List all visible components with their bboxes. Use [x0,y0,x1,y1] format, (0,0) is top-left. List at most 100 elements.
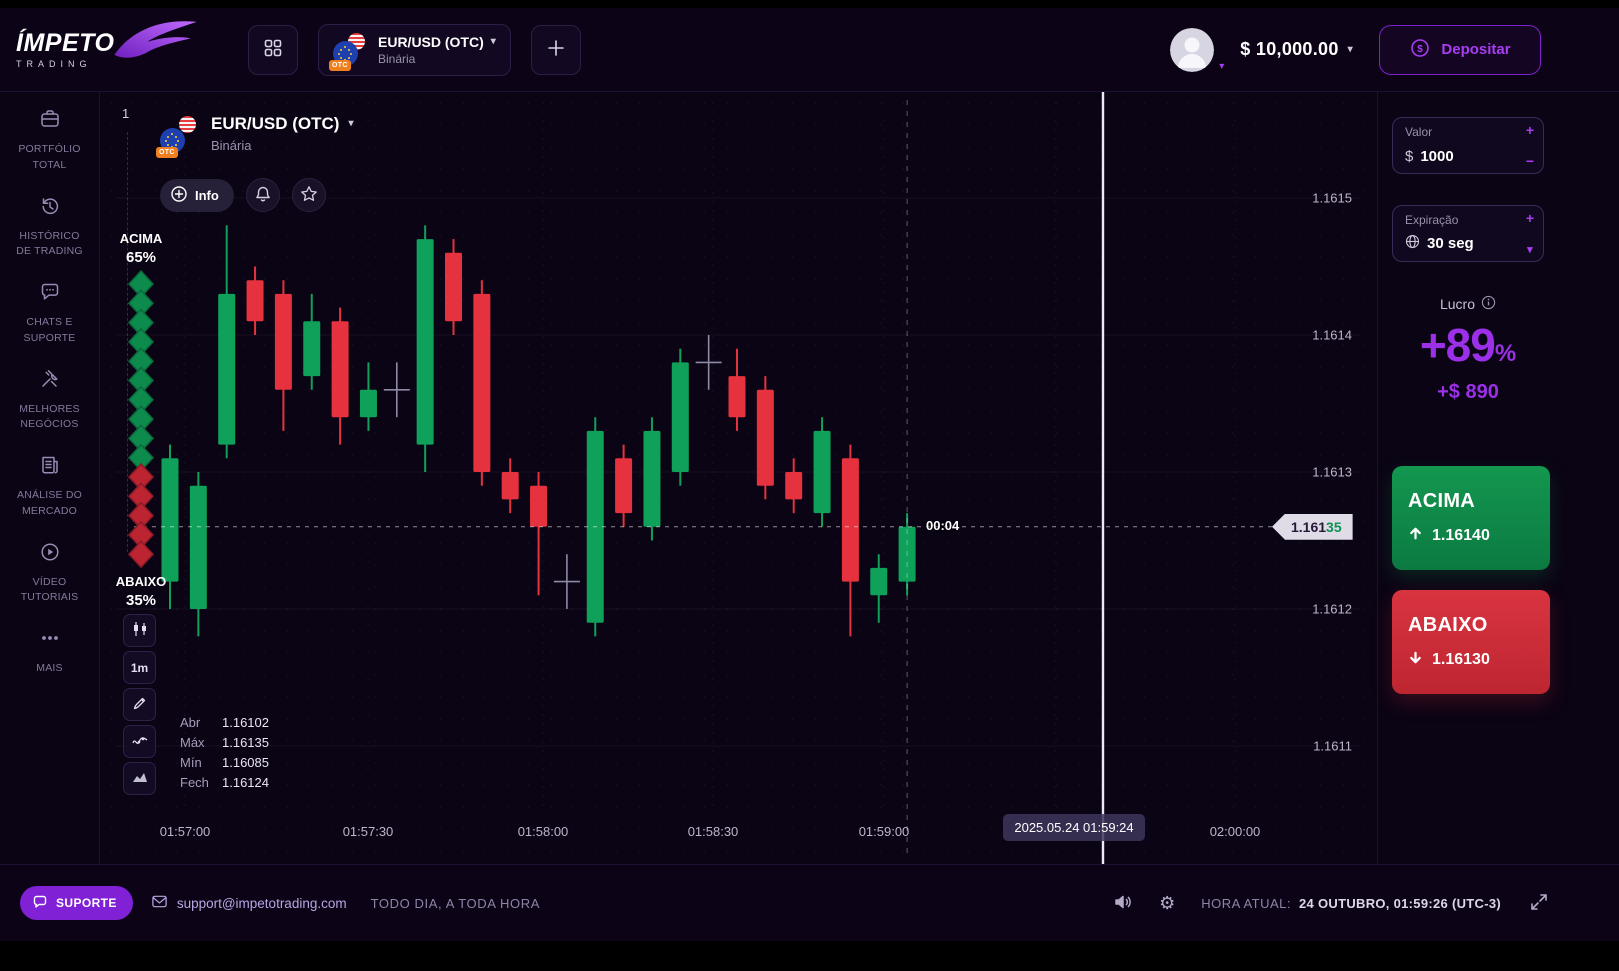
tagline: TODO DIA, A TODA HORA [370,895,540,911]
sidebar-item-more[interactable]: MAIS [0,627,99,677]
area-chart-icon [131,768,149,789]
chart-asset-selector[interactable]: OTC EUR/USD (OTC) ▾ Binária [156,114,354,158]
apps-grid-button[interactable] [248,24,298,75]
svg-text:02:00:00: 02:00:00 [1210,824,1261,839]
support-button[interactable]: SUPORTE [20,886,133,920]
timeframe-button[interactable]: 1m [123,651,156,684]
favorite-button[interactable] [291,178,326,212]
settings-button[interactable]: ⚙ [1159,893,1175,914]
chevron-down-icon: ▾ [348,118,354,129]
wing-logo-icon [114,20,198,58]
buy-down-button[interactable]: ABAIXO 1.16130 [1392,590,1550,694]
wave-icon [131,731,149,752]
chart-asset-name: EUR/USD (OTC) [211,114,340,133]
chevron-down-icon: ▾ [490,35,496,47]
app: ÍMPETO TRADING OTC [0,8,1619,941]
buy-up-button[interactable]: ACIMA 1.16140 [1392,466,1550,570]
logo-title: ÍMPETO [16,28,115,57]
countdown: 00:04 [926,517,960,533]
sidebar-item-chats[interactable]: CHATS E SUPORTE [0,281,99,347]
support-email-link[interactable]: support@impetotrading.com [151,893,347,913]
candles-icon [131,620,149,641]
sidebar-item-best-trades[interactable]: MELHORES NEGÓCIOS [0,368,99,434]
candlestick-chart[interactable]: 1.1615 1.1614 1.1613 1.1612 1.1611 01:57:00 01… [100,92,1377,864]
svg-text:1.1612: 1.1612 [1312,602,1352,617]
draw-tool-button[interactable] [123,688,156,721]
indicators-button[interactable] [123,725,156,758]
svg-text:01:58:30: 01:58:30 [688,824,739,839]
sidebar-item-label: MAIS [36,662,63,674]
deposit-button[interactable]: $ Depositar [1379,24,1541,75]
time-value: 24 OUTUBRO, 01:59:26 (UTC-3) [1299,895,1501,911]
envelope-icon [151,893,168,913]
avatar [1170,27,1215,72]
info-icon[interactable] [1481,295,1496,313]
sentiment-down-label: ABAIXO [115,574,167,589]
gear-icon: ⚙ [1159,892,1176,913]
fullscreen-icon [1529,892,1549,915]
dollar-circle-icon: $ [1409,37,1431,63]
sidebar-item-label: HISTÓRICO DE TRADING [16,229,83,258]
profit-label: Lucro [1439,296,1476,312]
briefcase-icon [39,108,61,135]
amount-increase-button[interactable]: + [1525,122,1534,138]
alerts-button[interactable] [245,178,280,212]
sentiment-indicator [127,270,155,569]
news-icon [39,454,61,481]
balance-dropdown[interactable]: $ 10,000.00 ▾ [1240,39,1353,60]
info-button[interactable]: Info [160,178,234,212]
add-asset-button[interactable] [530,24,581,75]
amount-value: 1000 [1420,148,1454,165]
chart-area: 1.1615 1.1614 1.1613 1.1612 1.1611 01:57:00 01… [100,92,1377,864]
sentiment-up-percent: 65% [125,249,157,266]
fullscreen-button[interactable] [1529,892,1549,915]
svg-text:1.1614: 1.1614 [1312,328,1352,343]
current-time: HORA ATUAL: 24 OUTUBRO, 01:59:26 (UTC-3) [1201,896,1501,911]
eurusd-flag-icon: OTC [329,32,367,71]
ohlc-readout: Abr 1.16102 Máx 1.16135 Mín 1.16085 Fech 1.1… [180,715,269,790]
svg-text:$: $ [1418,44,1424,55]
price-tag: 1.16135 [1272,513,1353,540]
expiration-box[interactable]: Expiração 30 seg + ▾ [1392,205,1544,262]
sidebar-item-portfolio[interactable]: PORTFÓLIO TOTAL [0,108,99,174]
chevron-down-icon: ▾ [1347,43,1353,55]
profit-block: Lucro +89% +$ 890 [1392,295,1544,404]
amount-decrease-button[interactable]: − [1525,153,1534,169]
plus-circle-icon [170,185,188,206]
currency-symbol: $ [1405,148,1414,165]
globe-icon [1405,234,1420,253]
header: ÍMPETO TRADING OTC [0,8,1619,92]
eurusd-flag-icon: OTC [156,116,198,158]
sidebar-item-market-analysis[interactable]: ANÁLISE DO MERCADO [0,454,99,520]
asset-selector[interactable]: OTC EUR/USD (OTC) ▾ Binária [318,23,511,76]
sidebar-item-history[interactable]: HISTÓRICO DE TRADING [0,195,99,261]
ellipsis-icon [39,627,61,654]
asset-type: Binária [378,51,416,66]
chart-type-button[interactable] [123,614,156,647]
arrow-up-icon [1408,526,1423,546]
apps-grid-icon [263,38,283,61]
sidebar-item-label: VÍDEO TUTORIAIS [20,575,79,604]
chevron-down-icon: ▾ [1219,60,1225,72]
logo-subtitle: TRADING [16,58,92,69]
svg-text:01:58:00: 01:58:00 [518,824,569,839]
account-menu[interactable]: ▾ [1170,27,1225,72]
expiration-increase-button[interactable]: + [1525,210,1534,226]
tools-icon [39,368,61,395]
profit-percent: +89 [1419,319,1496,371]
amount-box[interactable]: Valor $ 1000 + − [1392,117,1544,174]
footer: SUPORTE support@impetotrading.com TODO D… [0,864,1619,941]
plus-icon [546,38,566,61]
chat-icon [32,894,48,913]
sidebar-item-video-tutorials[interactable]: VÍDEO TUTORIAIS [0,541,99,607]
svg-text:01:57:00: 01:57:00 [160,824,211,839]
sidebar: PORTFÓLIO TOTAL HISTÓRICO DE TRADING CHATS… [0,92,100,864]
sidebar-item-label: CHATS E SUPORTE [23,316,76,344]
sidebar-item-label: PORTFÓLIO TOTAL [18,143,81,171]
logo[interactable]: ÍMPETO TRADING [16,20,224,69]
chart-style-button[interactable] [123,762,156,795]
history-clock-icon [39,195,61,222]
sound-button[interactable] [1113,892,1133,915]
sidebar-item-label: ANÁLISE DO MERCADO [16,489,83,517]
expiration-dropdown-button[interactable]: ▾ [1527,244,1533,256]
